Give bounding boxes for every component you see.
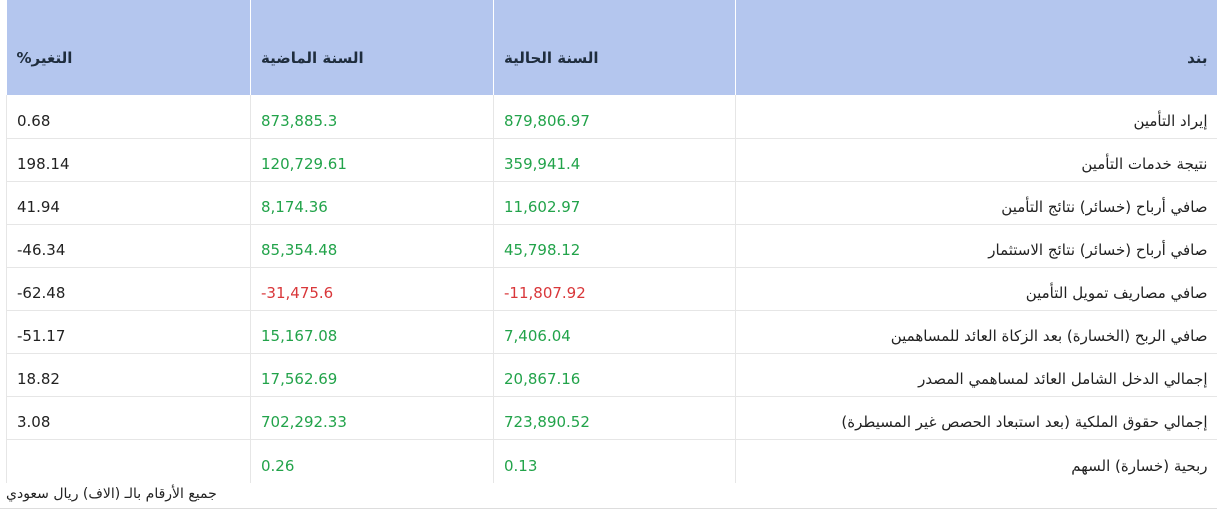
row-change-value: 46.34-: [6, 224, 251, 268]
financial-results-table: بند السنة الحالية السنة الماضية التغير% …: [6, 0, 1217, 483]
row-current-value: 723,890.52: [493, 396, 736, 440]
row-item-label: نتيجة خدمات التأمين: [735, 138, 1217, 182]
row-current-value: 879,806.97: [493, 95, 736, 139]
row-item-label: صافي أرباح (خسائر) نتائج التأمين: [735, 181, 1217, 225]
row-item-label: إجمالي الدخل الشامل العائد لمساهمي المصد…: [735, 353, 1217, 397]
row-current-value: 7,406.04: [493, 310, 736, 354]
financial-table-container: بند السنة الحالية السنة الماضية التغير% …: [6, 0, 1217, 483]
header-item[interactable]: بند: [735, 0, 1217, 95]
row-previous-value: 15,167.08: [250, 310, 494, 354]
table-row: إجمالي الدخل الشامل العائد لمساهمي المصد…: [6, 353, 1217, 397]
row-change-value: 18.82: [6, 353, 251, 397]
row-current-value: 0.13: [493, 439, 736, 483]
bottom-divider: [0, 508, 1217, 509]
table-row: ربحية (خسارة) السهم 0.13 0.26: [6, 439, 1217, 483]
row-current-value: 11,807.92-: [493, 267, 736, 311]
table-row: صافي مصاريف تمويل التأمين 11,807.92- 31,…: [6, 267, 1217, 311]
table-row: نتيجة خدمات التأمين 359,941.4 120,729.61…: [6, 138, 1217, 182]
row-current-value: 45,798.12: [493, 224, 736, 268]
table-header-row: بند السنة الحالية السنة الماضية التغير%: [6, 0, 1217, 95]
row-change-value: 198.14: [6, 138, 251, 182]
row-item-label: صافي مصاريف تمويل التأمين: [735, 267, 1217, 311]
table-row: إيراد التأمين 879,806.97 873,885.3 0.68: [6, 95, 1217, 139]
table-row: صافي أرباح (خسائر) نتائج الاستثمار 45,79…: [6, 224, 1217, 268]
row-item-label: صافي الربح (الخسارة) بعد الزكاة العائد ل…: [735, 310, 1217, 354]
row-previous-value: 120,729.61: [250, 138, 494, 182]
row-current-value: 11,602.97: [493, 181, 736, 225]
header-change-percent[interactable]: التغير%: [6, 0, 251, 95]
row-previous-value: 85,354.48: [250, 224, 494, 268]
row-item-label: إيراد التأمين: [735, 95, 1217, 139]
row-previous-value: 31,475.6-: [250, 267, 494, 311]
row-item-label: ربحية (خسارة) السهم: [735, 439, 1217, 483]
table-body: إيراد التأمين 879,806.97 873,885.3 0.68 …: [6, 95, 1217, 483]
row-previous-value: 17,562.69: [250, 353, 494, 397]
header-previous-year[interactable]: السنة الماضية: [250, 0, 494, 95]
table-row: صافي أرباح (خسائر) نتائج التأمين 11,602.…: [6, 181, 1217, 225]
row-previous-value: 873,885.3: [250, 95, 494, 139]
row-change-value: 41.94: [6, 181, 251, 225]
row-change-value: 3.08: [6, 396, 251, 440]
row-previous-value: 702,292.33: [250, 396, 494, 440]
table-row: إجمالي حقوق الملكية (بعد استبعاد الحصص غ…: [6, 396, 1217, 440]
row-previous-value: 8,174.36: [250, 181, 494, 225]
row-item-label: إجمالي حقوق الملكية (بعد استبعاد الحصص غ…: [735, 396, 1217, 440]
row-change-value: [6, 439, 251, 483]
row-change-value: 62.48-: [6, 267, 251, 311]
row-current-value: 20,867.16: [493, 353, 736, 397]
header-current-year[interactable]: السنة الحالية: [493, 0, 736, 95]
row-previous-value: 0.26: [250, 439, 494, 483]
table-row: صافي الربح (الخسارة) بعد الزكاة العائد ل…: [6, 310, 1217, 354]
row-item-label: صافي أرباح (خسائر) نتائج الاستثمار: [735, 224, 1217, 268]
currency-footnote: جميع الأرقام بالـ (الاف) ريال سعودي: [6, 486, 217, 502]
row-current-value: 359,941.4: [493, 138, 736, 182]
row-change-value: 51.17-: [6, 310, 251, 354]
row-change-value: 0.68: [6, 95, 251, 139]
